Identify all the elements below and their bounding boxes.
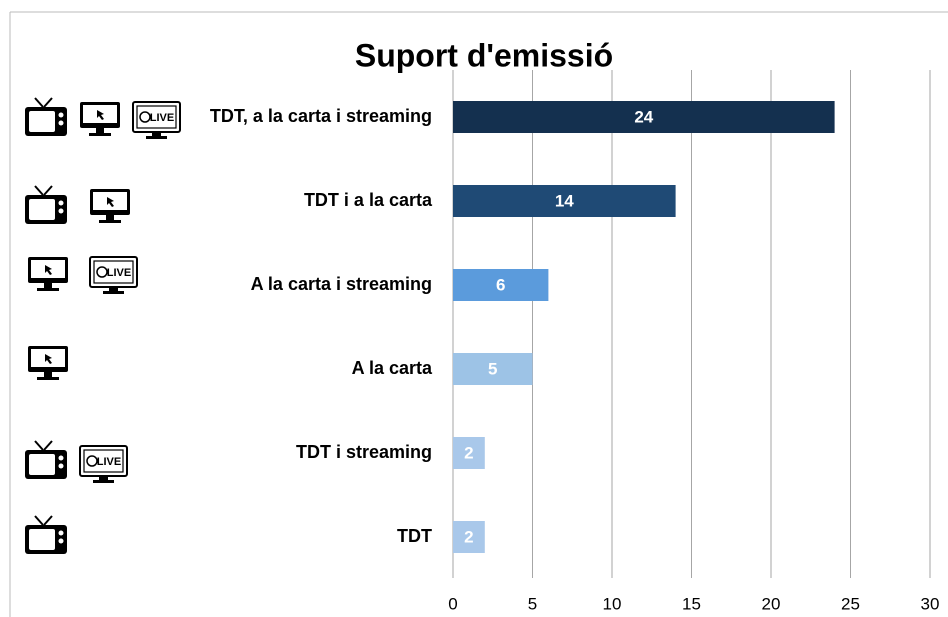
icon-part	[58, 538, 64, 544]
icon-part	[45, 354, 52, 364]
value-label: 2	[464, 443, 473, 462]
icon-part	[103, 291, 124, 294]
x-tick-label: 0	[448, 594, 457, 613]
category-label: TDT, a la carta i streaming	[210, 106, 432, 126]
value-label: 6	[496, 275, 505, 294]
icon-part	[45, 265, 52, 275]
icon-part	[96, 266, 108, 278]
icon-part	[99, 220, 121, 223]
icon-text: LIVE	[107, 267, 131, 279]
value-label: 2	[464, 527, 473, 546]
icon-part	[44, 372, 52, 377]
bar	[453, 101, 835, 133]
icon-part	[29, 454, 55, 475]
bar	[453, 521, 485, 553]
icon-part	[29, 111, 55, 132]
icon-text: LIVE	[150, 112, 174, 124]
icon-part	[139, 111, 151, 123]
value-label: 24	[634, 107, 653, 126]
icon-part	[93, 480, 114, 483]
x-tick-label: 20	[762, 594, 781, 613]
icon-part	[37, 377, 59, 380]
icon-part	[44, 283, 52, 288]
category-label: A la carta	[352, 358, 433, 378]
icon-part	[107, 197, 114, 207]
icon-part	[58, 208, 64, 214]
row-icons	[25, 185, 130, 224]
icon-text: LIVE	[97, 456, 121, 468]
icon-part	[43, 515, 53, 526]
row-icons	[25, 515, 67, 554]
icon-part	[83, 449, 124, 473]
bar	[453, 437, 485, 469]
icon-part	[34, 185, 44, 196]
icon-part	[43, 440, 53, 451]
icon-part	[58, 463, 64, 469]
icon-part	[136, 105, 177, 129]
row-icons: LIVE	[25, 440, 128, 483]
icon-part	[43, 185, 53, 196]
icon-part	[58, 530, 64, 536]
icon-part	[152, 132, 161, 136]
icon-part	[99, 476, 108, 480]
icon-part	[58, 120, 64, 126]
icon-part	[34, 440, 44, 451]
icon-part	[109, 287, 118, 291]
value-label: 5	[488, 359, 497, 378]
row-icons: LIVE	[28, 256, 138, 294]
category-label: TDT	[397, 526, 432, 546]
icon-part	[34, 515, 44, 526]
row-icons: LIVE	[25, 97, 181, 139]
row-icons	[28, 346, 68, 380]
icon-part	[86, 455, 98, 467]
category-label: TDT i a la carta	[304, 190, 433, 210]
x-tick-label: 15	[682, 594, 701, 613]
icon-part	[97, 110, 104, 120]
icon-part	[29, 199, 55, 220]
icon-part	[106, 215, 114, 220]
icon-part	[58, 200, 64, 206]
icon-part	[146, 136, 167, 139]
icon-part	[43, 97, 53, 108]
icon-part	[93, 260, 134, 284]
bar	[453, 353, 533, 385]
bar	[453, 185, 676, 217]
icon-part	[58, 455, 64, 461]
x-tick-label: 30	[921, 594, 940, 613]
icon-part	[37, 288, 59, 291]
icon-part	[29, 529, 55, 550]
icon-part	[89, 133, 111, 136]
x-tick-label: 5	[528, 594, 537, 613]
chart-title: Suport d'emissió	[355, 37, 613, 73]
x-tick-label: 10	[603, 594, 622, 613]
icon-part	[58, 112, 64, 118]
category-label: A la carta i streaming	[251, 274, 432, 294]
category-label: TDT i streaming	[296, 442, 432, 462]
value-label: 14	[555, 191, 574, 210]
icon-part	[96, 128, 104, 133]
x-tick-label: 25	[841, 594, 860, 613]
icon-part	[34, 97, 44, 108]
bar	[453, 269, 549, 301]
